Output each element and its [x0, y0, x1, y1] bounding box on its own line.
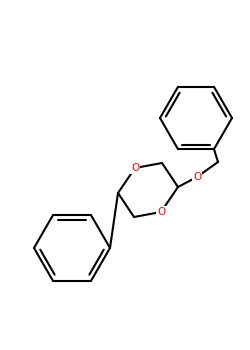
Text: O: O [157, 207, 165, 217]
Text: O: O [131, 163, 139, 173]
Text: O: O [193, 172, 201, 182]
